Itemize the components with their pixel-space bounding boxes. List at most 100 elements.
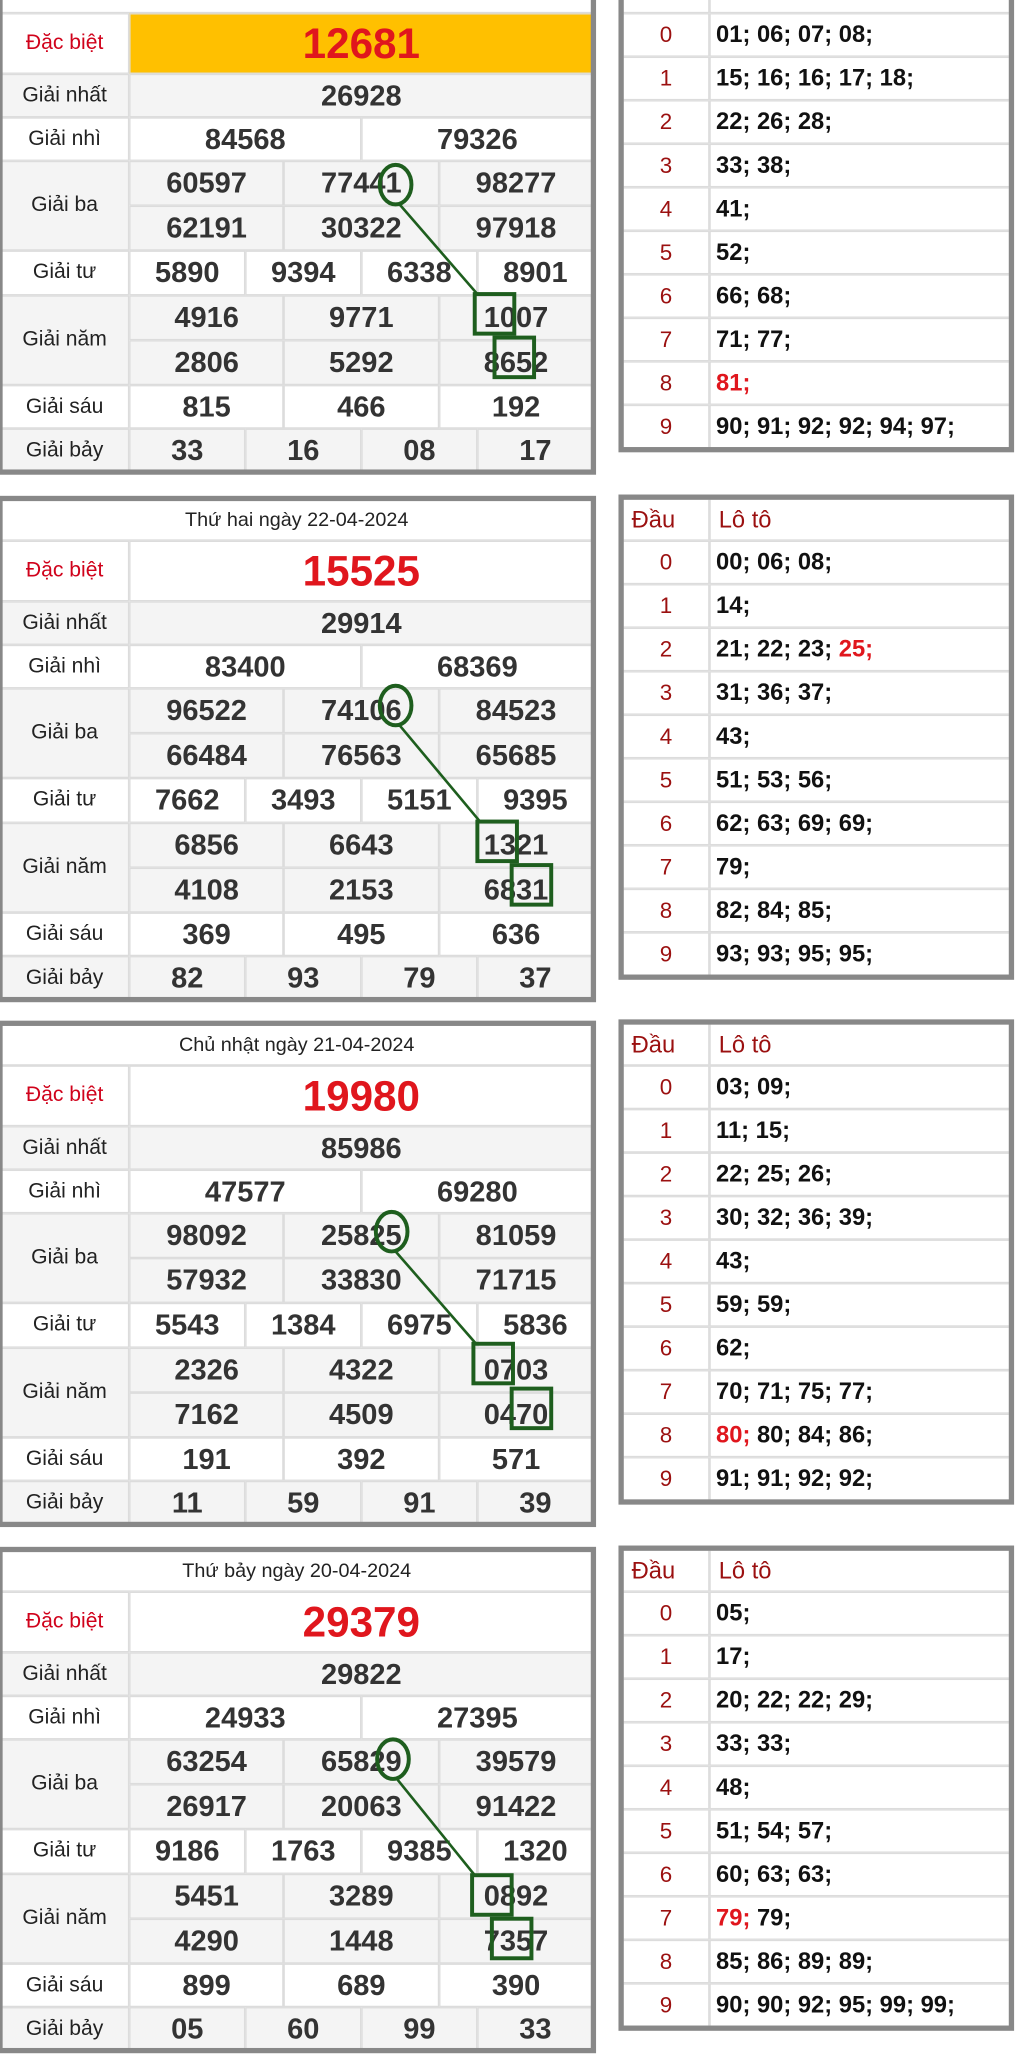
- loto-number: 93;: [756, 940, 792, 967]
- prize-number: 66484: [129, 733, 284, 779]
- prize-number: 4509: [283, 1392, 439, 1438]
- loto-number: 59;: [756, 1291, 792, 1318]
- loto-head: 0: [622, 540, 710, 585]
- prize-number: 29822: [129, 1652, 594, 1696]
- loto-number: 81;: [716, 369, 751, 396]
- prize-number: 2153: [283, 867, 439, 913]
- loto-values: 31; 36; 37;: [709, 671, 1011, 715]
- prize-number: 392: [283, 1437, 439, 1481]
- loto-number: 92;: [838, 1465, 874, 1492]
- loto-number: 92;: [797, 1991, 833, 2018]
- loto-number: 14;: [716, 592, 751, 619]
- loto-number: 53;: [756, 766, 792, 793]
- loto-head: 6: [622, 1852, 710, 1897]
- loto-header-values: Lô tô: [709, 1549, 1011, 1592]
- loto-values: 62; 63; 69; 69;: [709, 801, 1011, 846]
- loto-number: 38;: [756, 151, 792, 179]
- loto-number: 79;: [756, 1904, 792, 1931]
- loto-number: 95;: [797, 940, 833, 967]
- loto-values: 33; 38;: [709, 143, 1011, 188]
- loto-number: 05;: [716, 1599, 751, 1626]
- loto-values: 71; 77;: [709, 317, 1011, 362]
- loto-number: 06;: [756, 21, 792, 48]
- prize-number: 05: [129, 2007, 246, 2051]
- loto-head: 2: [622, 1678, 710, 1723]
- prize-number: 3493: [245, 778, 362, 823]
- loto-head: 5: [622, 230, 710, 275]
- loto-number: 77;: [756, 325, 792, 353]
- loto-head: 7: [622, 845, 710, 889]
- loto-head: 4: [622, 187, 710, 231]
- prize-label: Giải năm: [0, 1347, 130, 1438]
- loto-number: 15;: [716, 64, 751, 91]
- prize-number: 85986: [129, 1126, 594, 1170]
- prize-label: Giải tư: [0, 1829, 130, 1874]
- loto-head: 9: [622, 404, 710, 449]
- prize-number: 57932: [129, 1258, 284, 1303]
- prize-label: Giải nhì: [0, 1169, 130, 1214]
- loto-head: 5: [622, 1809, 710, 1853]
- prize-number: 7662: [129, 778, 246, 823]
- prize-label: Giải tư: [0, 778, 130, 823]
- loto-values: 70; 71; 75; 77;: [709, 1370, 1011, 1414]
- loto-values: 22; 26; 28;: [709, 100, 1011, 144]
- loto-number: 86;: [838, 1421, 874, 1448]
- loto-number: 85;: [716, 1947, 751, 1975]
- loto-values: 30; 32; 36; 39;: [709, 1196, 1011, 1240]
- loto-number: 56;: [797, 766, 833, 793]
- prize-number: 1007: [438, 295, 594, 341]
- loto-head: 9: [622, 1983, 710, 2027]
- prize-number: 29914: [129, 601, 594, 645]
- prize-number: 99: [361, 2007, 478, 2051]
- loto-values: 91; 91; 92; 92;: [709, 1457, 1011, 1501]
- loto-head: 0: [622, 1591, 710, 1636]
- loto-number: 60;: [716, 1860, 751, 1888]
- loto-head: 6: [622, 1326, 710, 1371]
- prize-number: 77441: [283, 160, 439, 206]
- prize-label: Giải tư: [0, 1302, 130, 1348]
- prize-label: Giải năm: [0, 822, 130, 913]
- loto-number: 57;: [797, 1817, 833, 1844]
- prize-number: 6338: [361, 250, 478, 296]
- prize-number: 91: [361, 1480, 478, 1525]
- loto-head: 4: [622, 1765, 710, 1810]
- date-title: Chủ nhật ngày 21-04-2024: [0, 1023, 594, 1066]
- prize-number: 69280: [361, 1169, 594, 1214]
- prize-number: 6975: [361, 1302, 478, 1348]
- prize-number: 369: [129, 912, 284, 957]
- loto-values: 60; 63; 63;: [709, 1852, 1011, 1897]
- loto-values: 52;: [709, 230, 1011, 275]
- prize-number: 636: [438, 912, 594, 957]
- prize-number: 3289: [283, 1873, 439, 1919]
- loto-values: 82; 84; 85;: [709, 888, 1011, 933]
- loto-header-values: Lô tô: [709, 0, 1011, 14]
- loto-number: 92;: [838, 412, 874, 440]
- prize-label: Giải ba: [0, 1213, 130, 1303]
- prize-number: 33830: [283, 1258, 439, 1303]
- loto-number: 91;: [716, 1465, 751, 1492]
- prize-label: Giải năm: [0, 1873, 130, 1964]
- loto-number: 71;: [716, 325, 751, 353]
- prize-number: 2326: [129, 1347, 284, 1393]
- prize-number: 25825: [283, 1213, 439, 1259]
- loto-number: 52;: [716, 238, 751, 266]
- prize-number: 899: [129, 1963, 284, 2008]
- loto-head: 2: [622, 627, 710, 672]
- prize-number: 33: [477, 2007, 594, 2051]
- loto-number: 93;: [716, 940, 751, 967]
- loto-number: 23;: [797, 635, 833, 662]
- loto-number: 31;: [716, 679, 751, 706]
- prize-number: 5890: [129, 250, 246, 296]
- loto-number: 37;: [797, 679, 833, 706]
- loto-number: 26;: [797, 1160, 833, 1187]
- loto-head: 3: [622, 1722, 710, 1766]
- loto-number: 32;: [756, 1203, 792, 1231]
- prize-label: Giải ba: [0, 1739, 130, 1830]
- loto-number: 59;: [716, 1291, 751, 1318]
- prize-label: Giải nhất: [0, 1652, 130, 1696]
- loto-number: 18;: [879, 64, 914, 91]
- loto-number: 95;: [838, 940, 874, 967]
- prize-number: 68369: [361, 644, 594, 689]
- loto-number: 30;: [716, 1203, 751, 1231]
- loto-head: 9: [622, 932, 710, 976]
